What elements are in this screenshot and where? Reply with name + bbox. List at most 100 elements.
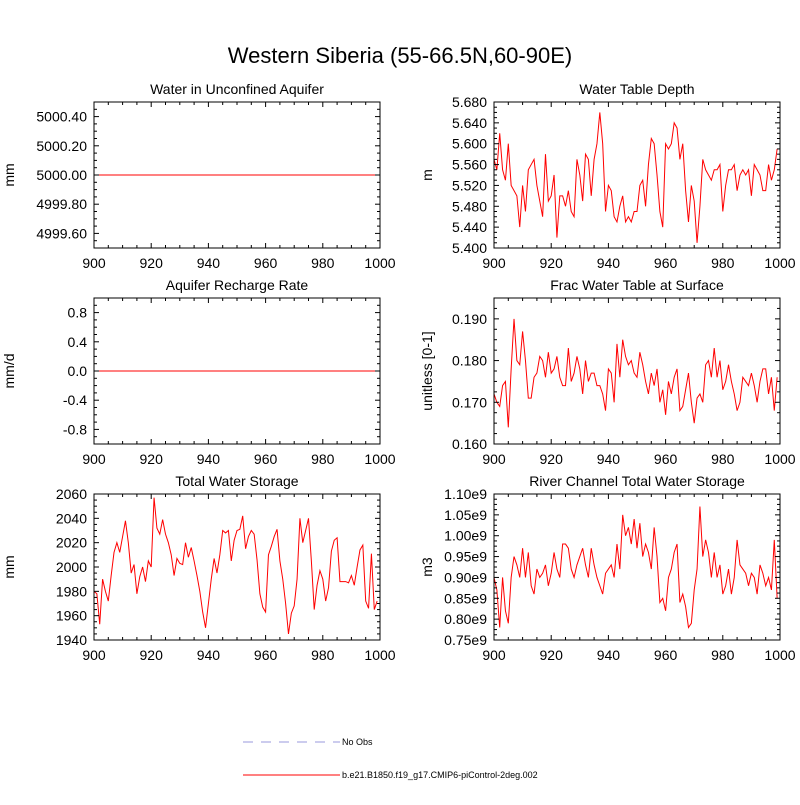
chart-panel: Water in Unconfined Aquifer 900 920 940 960 9… (1, 81, 396, 271)
y-tick-label: 0.180 (452, 353, 487, 369)
x-tick-label: 980 (311, 451, 335, 467)
x-tick-label: 940 (197, 647, 221, 663)
x-tick-label: 1000 (364, 647, 395, 663)
y-tick-label: 1.00e9 (444, 528, 487, 544)
y-tick-label: 5.680 (452, 94, 487, 110)
plot-frame (493, 493, 781, 641)
plot-frame (493, 101, 781, 249)
chart-title: Water in Unconfined Aquifer (150, 81, 324, 97)
y-tick-label: 2020 (56, 535, 87, 551)
x-tick-label: 940 (197, 255, 221, 271)
y-tick-label: 0.80e9 (444, 611, 487, 627)
y-tick-label: 5.520 (452, 177, 487, 193)
legend-obs-label: No Obs (342, 737, 373, 747)
x-tick-label: 1000 (764, 647, 795, 663)
chart-title: River Channel Total Water Storage (529, 473, 745, 489)
y-tick-label: 5.400 (452, 240, 487, 256)
figure-title: Western Siberia (55-66.5N,60-90E) (228, 43, 572, 68)
x-tick-label: 940 (597, 451, 621, 467)
x-tick-label: 900 (482, 451, 506, 467)
y-tick-label: 0.90e9 (444, 569, 487, 585)
y-tick-label: 0.8 (68, 305, 88, 321)
series-line (494, 318, 778, 428)
y-tick-label: 1.10e9 (444, 486, 487, 502)
series-line (494, 112, 778, 243)
y-axis-label: m (419, 169, 435, 181)
y-tick-label: 0.170 (452, 394, 487, 410)
y-tick-label: 5.480 (452, 198, 487, 214)
x-tick-label: 900 (482, 255, 506, 271)
y-tick-label: 5000.40 (36, 109, 87, 125)
x-tick-label: 1000 (764, 255, 795, 271)
y-tick-label: 1960 (56, 608, 87, 624)
chart-panel: Frac Water Table at Surface 900 920 940 960 9… (419, 277, 796, 467)
chart-title: Aquifer Recharge Rate (166, 277, 309, 293)
chart-panel: Aquifer Recharge Rate 900 920 940 960 980 1000… (1, 277, 396, 467)
chart-panel: River Channel Total Water Storage 900 920 9… (419, 473, 796, 663)
x-tick-label: 960 (654, 647, 678, 663)
x-tick-label: 900 (82, 647, 106, 663)
x-tick-label: 980 (711, 647, 735, 663)
y-tick-label: 0.75e9 (444, 632, 487, 648)
series-line (94, 497, 378, 634)
x-tick-label: 980 (711, 451, 735, 467)
y-axis-label: mm (1, 555, 17, 578)
y-tick-label: 4999.80 (36, 196, 87, 212)
x-tick-label: 1000 (364, 451, 395, 467)
y-tick-label: -0.8 (63, 421, 87, 437)
x-tick-label: 1000 (764, 451, 795, 467)
chart-panel: Total Water Storage 900 920 940 960 980 1000 19… (1, 473, 396, 663)
y-tick-label: 5.600 (452, 136, 487, 152)
x-tick-label: 980 (711, 255, 735, 271)
y-tick-label: 2040 (56, 510, 87, 526)
y-tick-label: 0.4 (68, 334, 88, 350)
y-axis-label: unitless [0-1] (419, 331, 435, 410)
y-tick-label: 5.440 (452, 219, 487, 235)
chart-title: Frac Water Table at Surface (550, 277, 724, 293)
x-tick-label: 920 (140, 255, 164, 271)
legend: No Obs b.e21.B1850.f19_g17.CMIP6-piContr… (243, 737, 538, 780)
x-tick-label: 960 (654, 255, 678, 271)
x-tick-label: 920 (540, 647, 564, 663)
chart-panel: Water Table Depth 900 920 940 960 980 1000 5.40… (419, 81, 796, 271)
x-tick-label: 960 (254, 255, 278, 271)
y-tick-label: 1940 (56, 632, 87, 648)
y-tick-label: 0.0 (68, 363, 88, 379)
y-tick-label: 0.85e9 (444, 590, 487, 606)
x-tick-label: 940 (597, 255, 621, 271)
x-tick-label: 900 (82, 255, 106, 271)
x-tick-label: 960 (654, 451, 678, 467)
x-tick-label: 960 (254, 647, 278, 663)
x-tick-label: 920 (140, 451, 164, 467)
x-tick-label: 960 (254, 451, 278, 467)
x-tick-label: 940 (197, 451, 221, 467)
y-tick-label: 1980 (56, 583, 87, 599)
x-tick-label: 920 (540, 451, 564, 467)
x-tick-label: 980 (311, 255, 335, 271)
chart-title: Total Water Storage (175, 473, 298, 489)
x-tick-label: 920 (140, 647, 164, 663)
y-tick-label: 0.190 (452, 311, 487, 327)
x-tick-label: 900 (82, 451, 106, 467)
y-axis-label: m3 (419, 557, 435, 577)
legend-model-label: b.e21.B1850.f19_g17.CMIP6-piControl-2deg… (342, 770, 538, 780)
y-tick-label: 5000.00 (36, 167, 87, 183)
y-tick-label: 5.640 (452, 115, 487, 131)
x-tick-label: 980 (311, 647, 335, 663)
y-tick-label: 0.95e9 (444, 549, 487, 565)
y-axis-label: mm (1, 163, 17, 186)
y-tick-label: 5000.20 (36, 138, 87, 154)
series-line (494, 506, 778, 629)
y-tick-label: -0.4 (63, 392, 87, 408)
y-tick-label: 5.560 (452, 157, 487, 173)
y-tick-label: 2000 (56, 559, 87, 575)
x-tick-label: 900 (482, 647, 506, 663)
chart-title: Water Table Depth (579, 81, 694, 97)
x-tick-label: 940 (597, 647, 621, 663)
x-tick-label: 1000 (364, 255, 395, 271)
y-tick-label: 0.160 (452, 436, 487, 452)
x-tick-label: 920 (540, 255, 564, 271)
y-axis-label: mm/d (1, 354, 17, 389)
plot-frame (93, 493, 381, 641)
